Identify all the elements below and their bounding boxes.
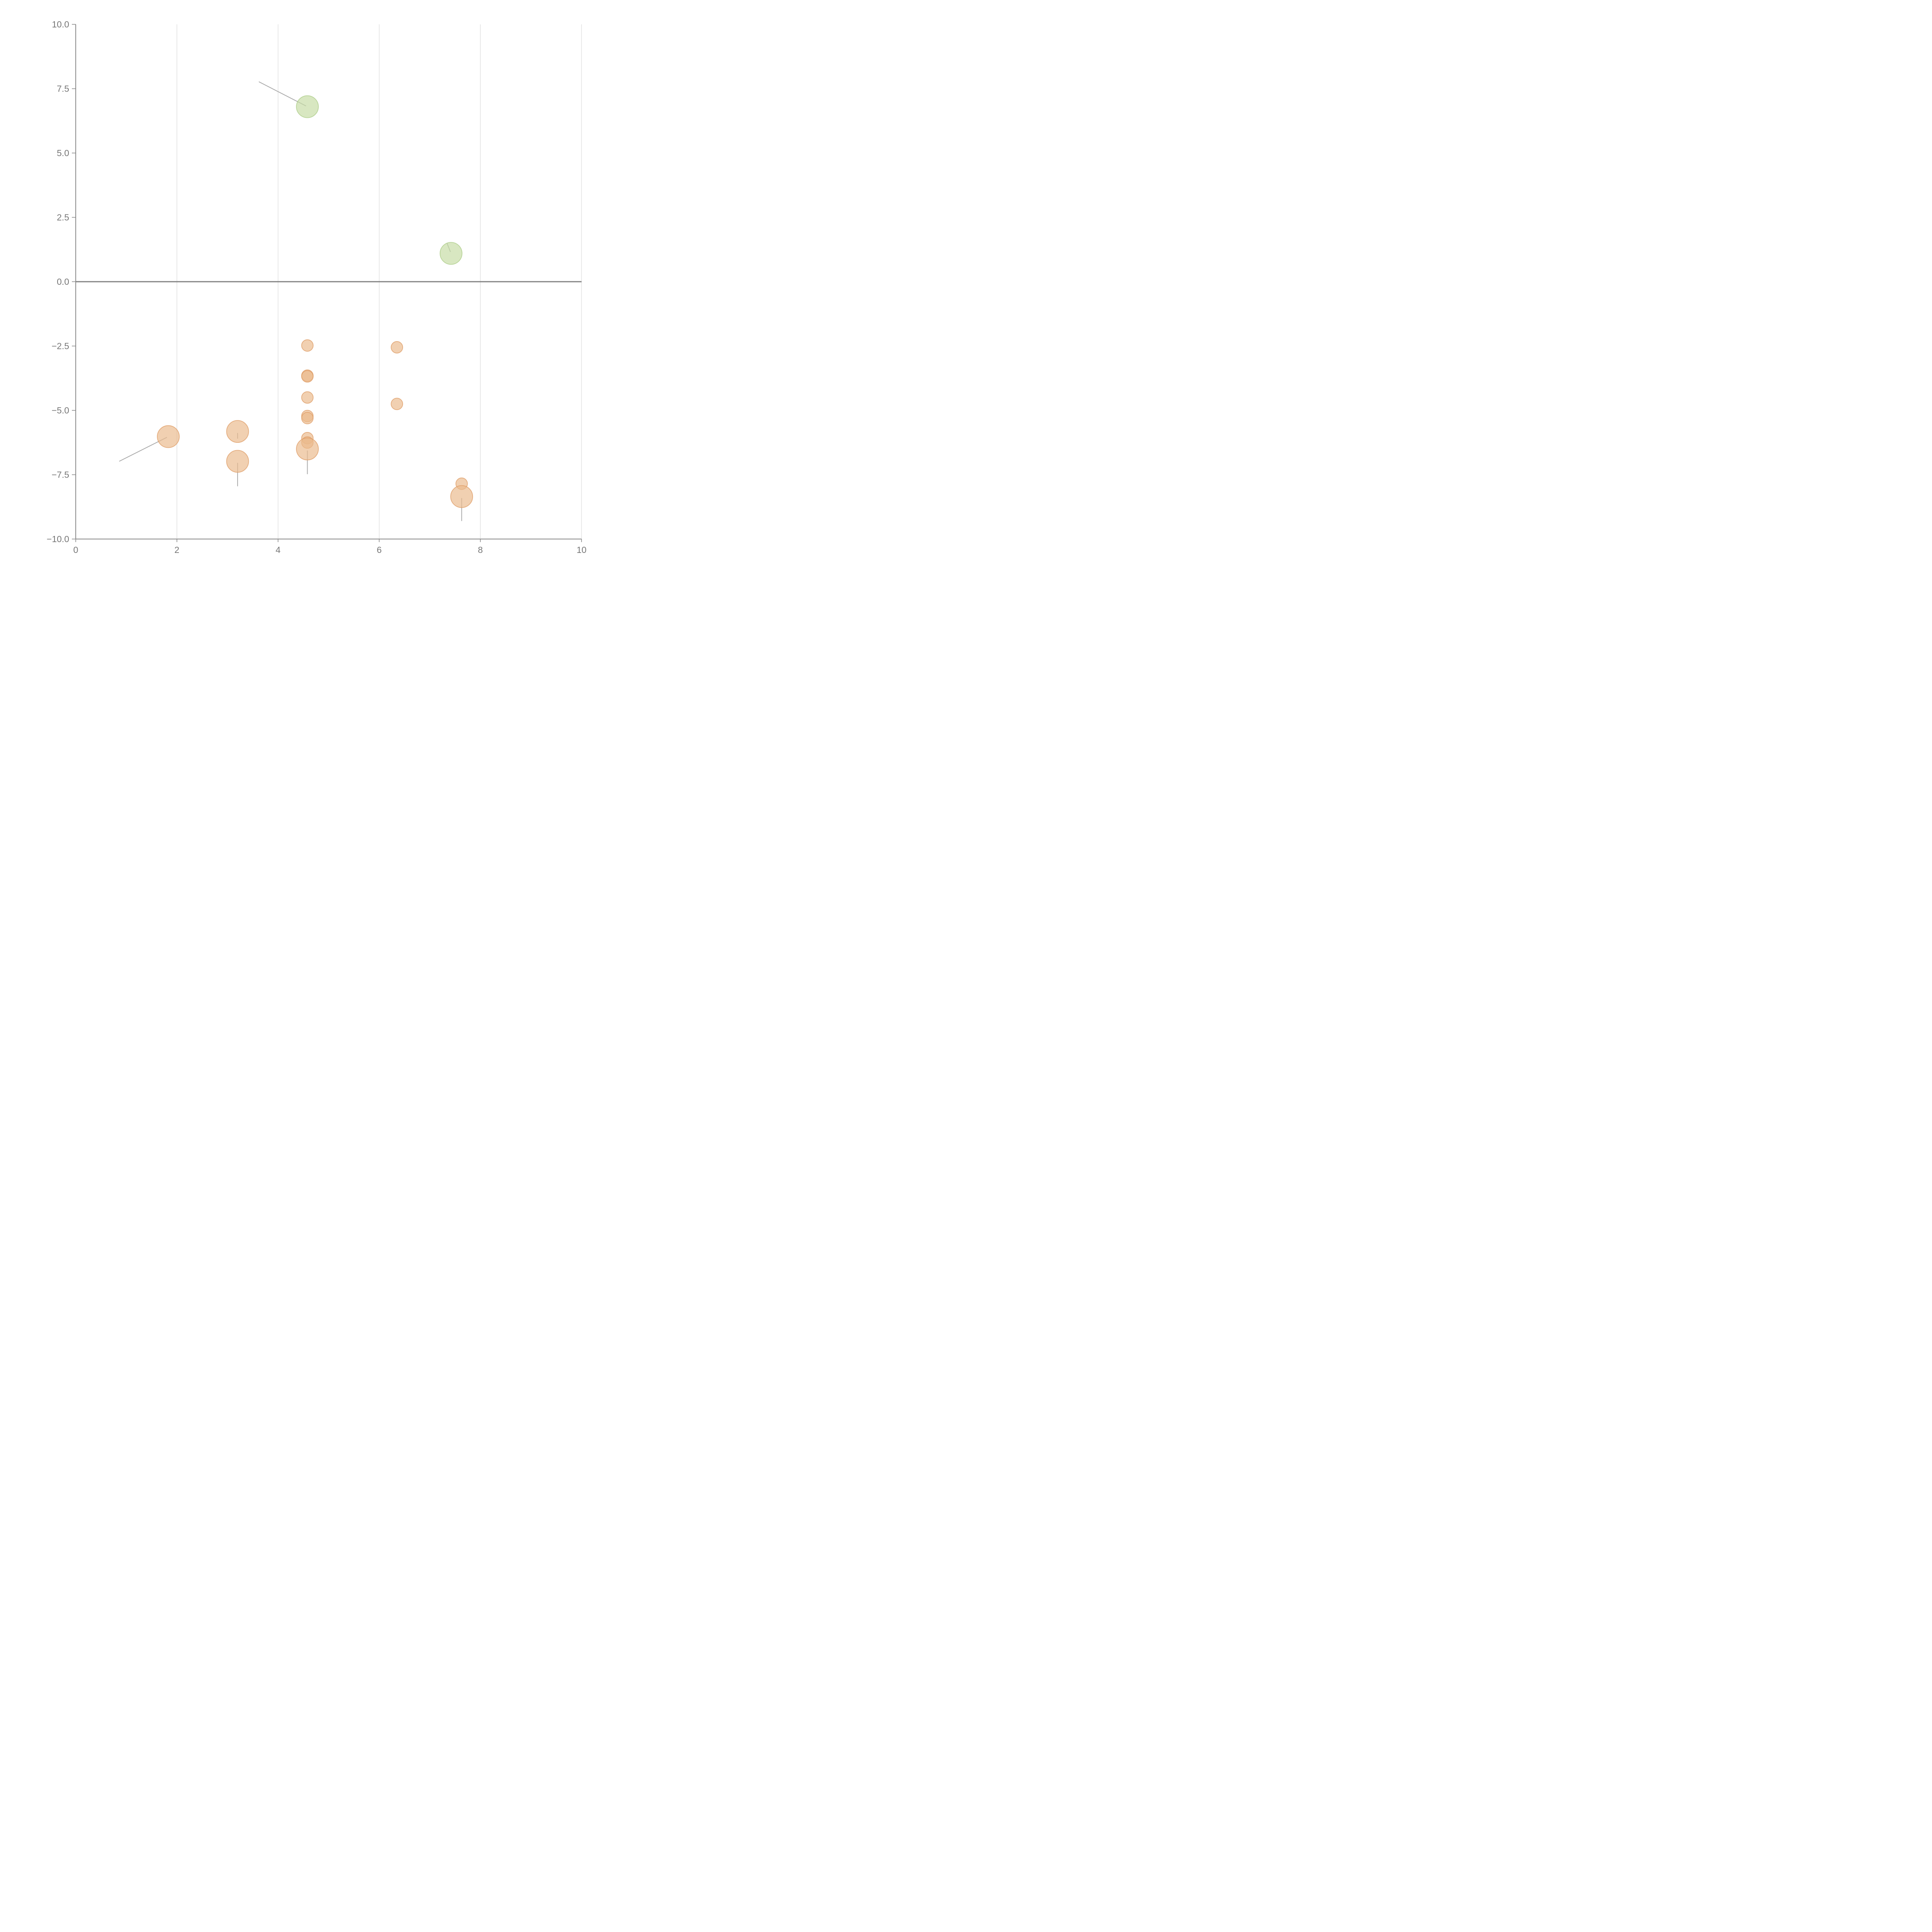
y-tick-label: 0.0: [57, 277, 69, 287]
negative-data-point: [157, 425, 180, 448]
negative-data-point: [226, 420, 249, 443]
negative-data-point: [391, 341, 403, 354]
tick-layer: 0 2 4 6 8 10 −10.0 −7.5 −5.0 −2.5 0.0 2.5 5.0 7.5 10.0: [47, 19, 587, 555]
negative-data-point: [450, 485, 473, 508]
y-tick-label: −5.0: [52, 405, 69, 415]
negative-data-point: [391, 398, 403, 410]
x-tick-label: 6: [377, 545, 382, 555]
scatter-chart: 0 2 4 6 8 10 −10.0 −7.5 −5.0 −2.5 0.0 2.5 5.0 7.5 10.0: [47, 19, 587, 555]
negative-data-point: [226, 450, 249, 473]
positive-data-point: [439, 242, 463, 265]
negative-data-point: [296, 437, 319, 461]
x-tick-label: 4: [276, 545, 281, 555]
y-tick-label: 5.0: [57, 148, 69, 158]
y-tick-label: 2.5: [57, 213, 69, 223]
y-tick-label: −10.0: [47, 534, 69, 544]
point-layer: [157, 95, 473, 508]
x-tick-label: 10: [577, 545, 587, 555]
x-tick-label: 0: [73, 545, 78, 555]
x-tick-label: 2: [174, 545, 179, 555]
negative-data-point: [301, 339, 314, 352]
axis-layer: [75, 24, 582, 539]
y-tick-label: 7.5: [57, 84, 69, 94]
negative-data-point: [301, 391, 314, 404]
y-tick-label: 10.0: [52, 19, 69, 29]
y-tick-label: −7.5: [52, 470, 69, 480]
y-tick-label: −2.5: [52, 341, 69, 351]
negative-data-point: [301, 412, 314, 424]
positive-data-point: [296, 95, 319, 118]
leader-layer: [119, 81, 462, 521]
negative-data-point: [301, 370, 314, 383]
x-tick-label: 8: [478, 545, 483, 555]
